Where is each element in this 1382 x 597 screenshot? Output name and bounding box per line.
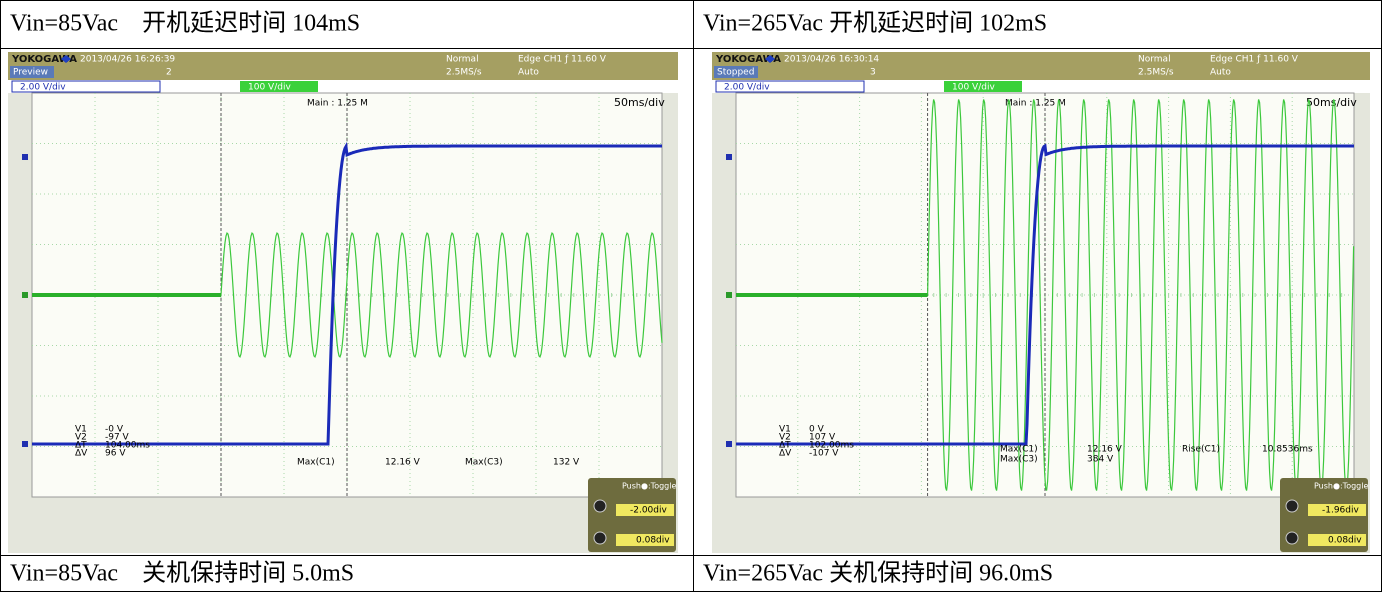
timestamp: 2013/04/26 16:30:14 — [784, 55, 879, 65]
channel-marker — [22, 154, 28, 160]
status: Stopped — [717, 68, 754, 78]
rate: 2.5MS/s — [446, 68, 482, 78]
cursor2-value: 0.08div — [1328, 536, 1362, 546]
footer-caption: Vin=85Vac 关机保持时间 5.0mS — [10, 560, 354, 587]
measurement-label: Max(C3) — [1000, 455, 1038, 465]
ch3-scale: 100 V/div — [248, 83, 291, 93]
cursor-label: ΔV — [75, 449, 88, 459]
channel-marker — [22, 292, 28, 298]
ch1-scale: 2.00 V/div — [20, 83, 66, 93]
knob — [1286, 500, 1298, 512]
status: Preview — [13, 68, 48, 78]
measurement-label: Max(C1) — [297, 458, 335, 468]
toggle-label: Push●:Toggle — [1314, 482, 1368, 491]
knob — [1286, 532, 1298, 544]
knob — [594, 532, 606, 544]
cursor-value: -107 V — [809, 449, 839, 459]
measurement-label: Max(C3) — [465, 458, 503, 468]
header-caption: Vin=85Vac 开机延迟时间 104mS — [10, 10, 360, 37]
cursor1-value: -1.96div — [1322, 506, 1360, 516]
timebase: 50ms/div — [1306, 96, 1357, 109]
cursor1-value: -2.00div — [630, 506, 668, 516]
measurement-value: 12.16 V — [1087, 445, 1123, 455]
toggle-label: Push●:Toggle — [622, 482, 676, 491]
measurement-value: 132 V — [553, 458, 580, 468]
channel-marker — [726, 292, 732, 298]
count: 3 — [870, 68, 876, 78]
main-label: Main : 1.25 M — [307, 99, 368, 109]
measurement-value: 384 V — [1087, 455, 1114, 465]
measurement-label: Rise(C1) — [1182, 445, 1220, 455]
mode: Normal — [1138, 55, 1171, 65]
trigger: Edge CH1 ƒ 11.60 V — [518, 55, 607, 65]
ch1-scale: 2.00 V/div — [724, 83, 770, 93]
timebase: 50ms/div — [614, 96, 665, 109]
count: 2 — [166, 68, 172, 78]
measurement-label: Max(C1) — [1000, 445, 1038, 455]
rate: 2.5MS/s — [1138, 68, 1174, 78]
cursor-label: ΔV — [779, 449, 792, 459]
footer-caption: Vin=265Vac 关机保持时间 96.0mS — [703, 560, 1053, 587]
measurement-value: 10.8536ms — [1262, 445, 1313, 455]
page: { "header": ["Vin=85Vac\u3000开机延迟时间 104m… — [0, 0, 1382, 592]
timestamp: 2013/04/26 16:26:39 — [80, 55, 175, 65]
trigger: Edge CH1 ƒ 11.60 V — [1210, 55, 1299, 65]
mode: Normal — [446, 55, 479, 65]
cursor2-value: 0.08div — [636, 536, 670, 546]
knob — [594, 500, 606, 512]
channel-marker — [726, 154, 732, 160]
ch3-scale: 100 V/div — [952, 83, 995, 93]
channel-marker — [22, 441, 28, 447]
document: Vin=85Vac 开机延迟时间 104mS Vin=265Vac 开机延迟时间… — [0, 0, 1382, 592]
trigger-mode: Auto — [1210, 68, 1231, 78]
channel-marker — [726, 441, 732, 447]
trigger-mode: Auto — [518, 68, 539, 78]
header-caption: Vin=265Vac 开机延迟时间 102mS — [703, 10, 1047, 37]
measurement-value: 12.16 V — [385, 458, 421, 468]
cursor-value: 96 V — [105, 449, 126, 459]
